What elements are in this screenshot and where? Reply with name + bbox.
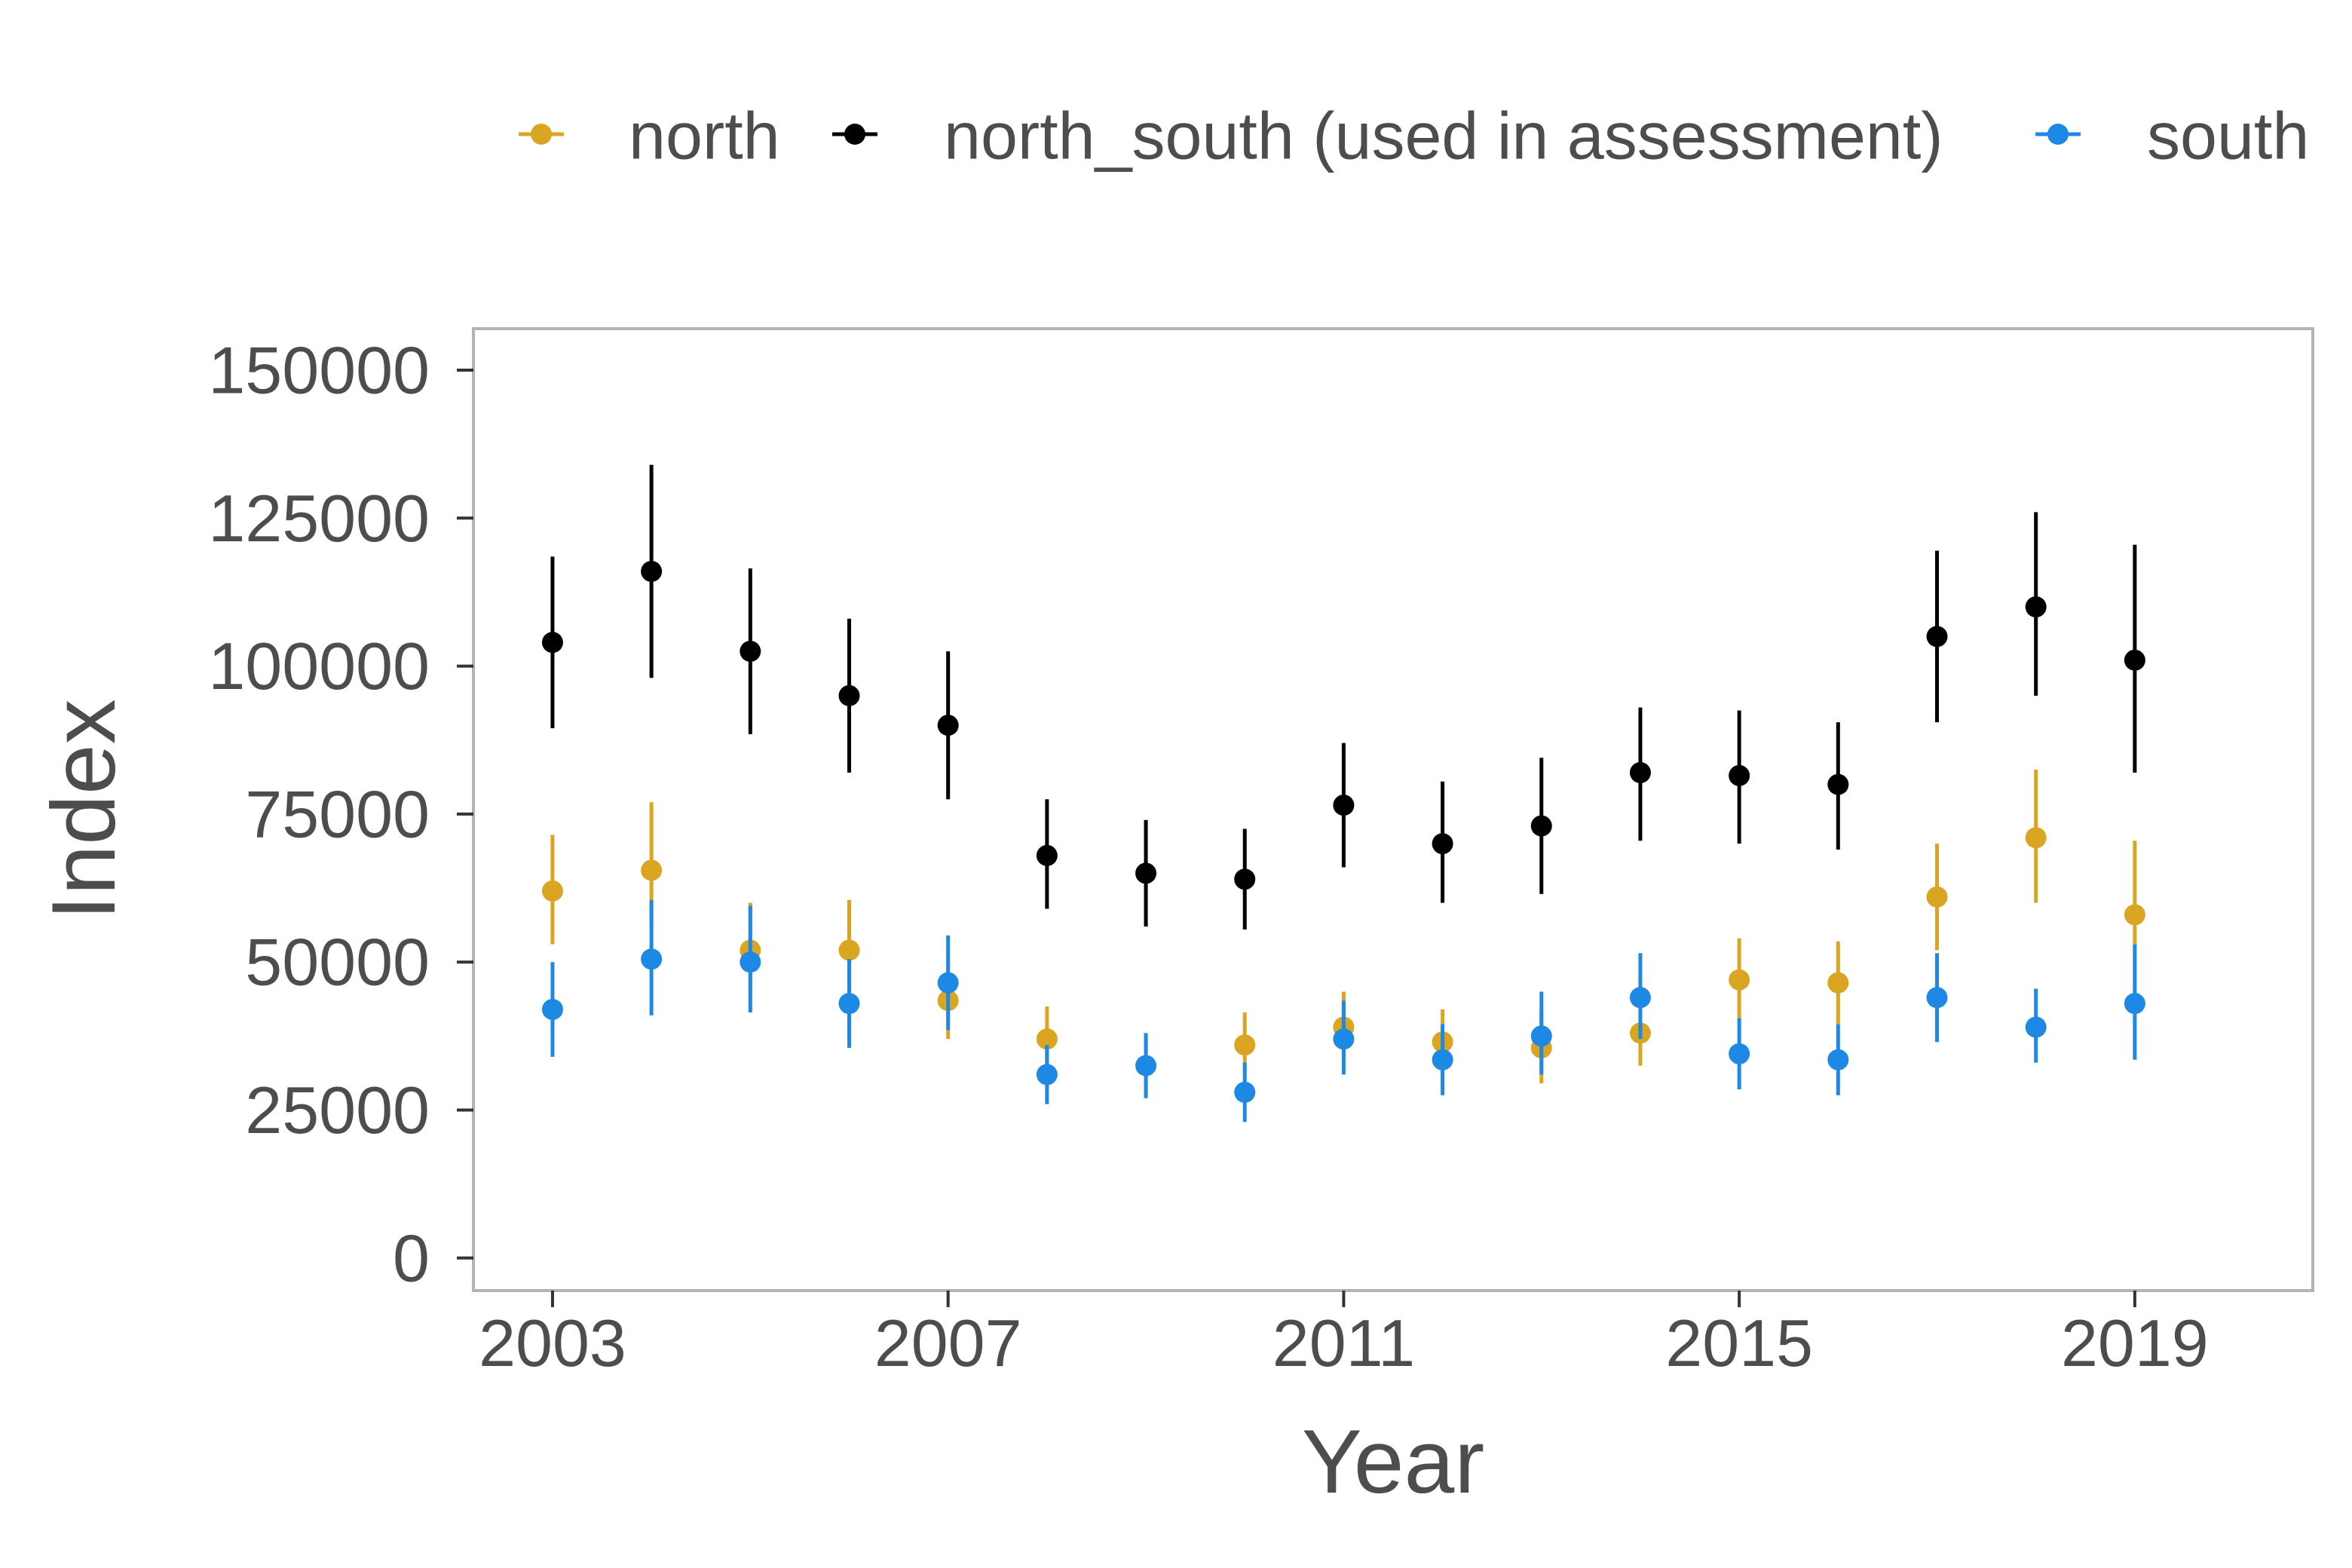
data-point	[1629, 987, 1651, 1009]
x-tick-label: 2007	[874, 1306, 1022, 1380]
data-point	[1234, 1081, 1256, 1103]
data-point	[1729, 764, 1750, 786]
y-tick-label: 50000	[245, 925, 430, 1000]
data-point	[1629, 761, 1651, 783]
data-point	[937, 715, 959, 737]
data-point	[1827, 1049, 1849, 1070]
data-point	[541, 880, 563, 902]
x-axis-title: Year	[1302, 1411, 1484, 1512]
y-tick-label: 125000	[208, 481, 430, 556]
data-point	[641, 948, 663, 970]
plot-panel-border	[472, 327, 2314, 1292]
y-axis-title: Index	[33, 699, 134, 920]
y-tick-label: 25000	[245, 1073, 430, 1147]
data-point	[1729, 969, 1750, 991]
data-point	[937, 972, 959, 994]
data-point	[1036, 1028, 1058, 1050]
data-point	[1530, 1025, 1552, 1047]
data-point	[1827, 773, 1849, 795]
data-point	[1333, 1028, 1355, 1050]
data-point	[1135, 1055, 1157, 1076]
x-tick-label: 2015	[1665, 1306, 1813, 1380]
data-point	[641, 859, 663, 881]
data-point	[1926, 886, 1948, 908]
y-tick-label: 150000	[208, 332, 430, 407]
data-point	[1234, 1034, 1256, 1056]
legend: north north_south (used in assessment) sou…	[519, 99, 2309, 173]
data-point	[838, 684, 860, 706]
data-point	[2025, 596, 2047, 618]
data-point	[1135, 862, 1157, 884]
y-tick-label: 0	[393, 1220, 430, 1295]
series-3	[541, 899, 2145, 1122]
legend-key-point	[531, 124, 552, 145]
series-2	[541, 464, 2145, 930]
data-point	[740, 640, 761, 662]
x-tick-label: 2019	[2061, 1306, 2209, 1380]
data-point	[1036, 844, 1058, 866]
data-point	[541, 632, 563, 654]
legend-item-3: south	[2035, 99, 2309, 173]
data-point	[1827, 972, 1849, 994]
y-tick-label: 100000	[208, 629, 430, 703]
x-tick-label: 2003	[479, 1306, 626, 1380]
legend-item-2: north_south (used in assessment)	[832, 99, 1943, 173]
data-point	[1729, 1043, 1750, 1064]
legend-label: north_south (used in assessment)	[944, 99, 1943, 173]
data-point	[641, 560, 663, 582]
data-point	[1432, 1049, 1453, 1070]
data-point	[1926, 987, 1948, 1009]
data-point	[838, 939, 860, 961]
y-tick-label: 75000	[245, 776, 430, 851]
data-point	[2124, 993, 2145, 1015]
legend-item-1: north	[519, 99, 780, 173]
legend-label: north	[629, 99, 780, 173]
data-marks	[541, 464, 2145, 1122]
data-point	[1234, 868, 1256, 890]
data-point	[1926, 626, 1948, 648]
legend-key-point	[2047, 124, 2069, 145]
data-point	[1036, 1064, 1058, 1086]
x-axis: 2003 2007 2011 2015 2019	[479, 1291, 2209, 1380]
data-point	[2025, 827, 2047, 849]
data-point	[2124, 904, 2145, 926]
data-point	[541, 999, 563, 1021]
legend-key-point	[844, 124, 865, 145]
data-point	[1333, 795, 1355, 816]
data-point	[740, 951, 761, 973]
data-point	[1530, 815, 1552, 837]
data-point	[2025, 1016, 2047, 1038]
data-point	[838, 993, 860, 1015]
data-point	[2124, 649, 2145, 671]
x-tick-label: 2011	[1272, 1306, 1415, 1380]
data-point	[1432, 833, 1453, 855]
y-axis: 0 25000 50000 75000 100000 125000 150000	[208, 332, 473, 1295]
legend-label: south	[2147, 99, 2309, 173]
